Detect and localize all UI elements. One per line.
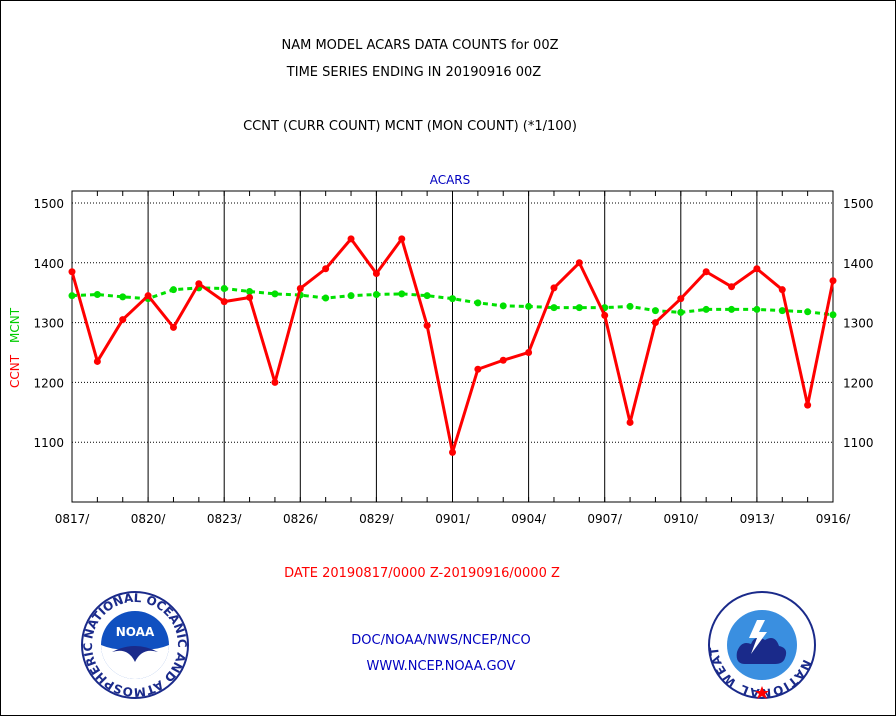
y-tick-label-left: 1200 (33, 376, 64, 390)
point-mcnt (677, 308, 685, 316)
point-mcnt (804, 308, 812, 316)
point-mcnt (626, 302, 634, 310)
point-ccnt (398, 235, 406, 243)
point-mcnt (423, 292, 431, 300)
point-mcnt (119, 293, 127, 301)
date-range: DATE 20190817/0000 Z-20190916/0000 Z (284, 566, 560, 581)
x-tick-label: 0913/ (740, 512, 776, 526)
point-ccnt (575, 259, 583, 267)
point-ccnt (728, 283, 736, 291)
website-link[interactable]: WWW.NCEP.NOAA.GOV (366, 659, 516, 674)
point-ccnt (626, 418, 634, 426)
point-ccnt (778, 286, 786, 294)
point-ccnt (550, 284, 558, 292)
point-ccnt (296, 284, 304, 292)
point-ccnt (271, 378, 279, 386)
point-ccnt (829, 277, 837, 285)
chart-title-line-2: TIME SERIES ENDING IN 20190916 00Z (286, 65, 542, 80)
point-mcnt (449, 295, 456, 303)
point-mcnt (347, 292, 355, 300)
point-ccnt (651, 319, 659, 327)
point-ccnt (322, 265, 330, 273)
point-mcnt (169, 286, 177, 294)
x-tick-label: 0829/ (359, 512, 395, 526)
point-mcnt (474, 299, 482, 307)
point-ccnt (423, 322, 431, 330)
point-mcnt (499, 302, 507, 310)
point-mcnt (68, 292, 76, 300)
chart-subtitle: CCNT (CURR COUNT) MCNT (MON COUNT) (*1/1… (243, 119, 577, 134)
point-mcnt (702, 305, 710, 313)
point-ccnt (753, 265, 761, 273)
x-tick-label: 0916/ (816, 512, 852, 526)
y-label-mcnt: MCNT (8, 307, 22, 343)
point-ccnt (347, 235, 355, 243)
point-ccnt (93, 357, 101, 365)
point-ccnt (804, 401, 812, 409)
y-tick-label-left: 1100 (33, 436, 64, 450)
point-ccnt (702, 268, 710, 276)
nws-logo: NATIONAL WEATHER SERVICE (707, 590, 816, 700)
point-ccnt (601, 311, 609, 319)
point-mcnt (753, 305, 761, 313)
point-ccnt (169, 323, 177, 331)
chart-title-line-1: NAM MODEL ACARS DATA COUNTS for 00Z (281, 38, 559, 53)
point-ccnt (525, 348, 533, 356)
panel-title: ACARS (430, 173, 471, 187)
point-mcnt (220, 284, 228, 292)
point-ccnt (144, 292, 152, 300)
point-ccnt (195, 280, 203, 288)
point-ccnt (677, 295, 685, 303)
x-tick-label: 0817/ (55, 512, 91, 526)
y-tick-label-left: 1400 (33, 257, 64, 271)
y-tick-label-right: 1200 (843, 376, 874, 390)
point-mcnt (398, 290, 406, 298)
y-tick-label-right: 1400 (843, 257, 874, 271)
x-tick-label: 0910/ (664, 512, 700, 526)
y-label-ccnt: CCNT (8, 354, 22, 388)
noaa-logo: NATIONAL OCEANIC AND ATMOSPHERIC ADMINIS… (80, 590, 189, 699)
noaa-logo-text: NOAA (116, 625, 155, 639)
point-mcnt (575, 304, 583, 312)
y-tick-label-right: 1300 (843, 317, 874, 331)
y-tick-label-right: 1100 (843, 436, 874, 450)
x-tick-label: 0904/ (511, 512, 547, 526)
point-mcnt (525, 302, 533, 310)
point-ccnt (449, 448, 456, 456)
point-mcnt (651, 307, 659, 315)
point-mcnt (93, 290, 101, 298)
y-tick-label-left: 1300 (33, 317, 64, 331)
point-ccnt (246, 293, 254, 301)
point-mcnt (550, 304, 558, 312)
x-tick-label: 0820/ (131, 512, 167, 526)
y-tick-label-left: 1500 (33, 197, 64, 211)
point-ccnt (474, 365, 482, 373)
x-tick-label: 0901/ (435, 512, 471, 526)
x-tick-label: 0823/ (207, 512, 243, 526)
point-ccnt (372, 270, 380, 278)
point-mcnt (271, 290, 279, 298)
point-mcnt (322, 294, 330, 302)
point-mcnt (728, 305, 736, 313)
point-ccnt (220, 298, 228, 306)
point-mcnt (246, 287, 254, 295)
point-mcnt (778, 307, 786, 315)
point-mcnt (829, 311, 837, 319)
point-ccnt (119, 316, 127, 324)
point-ccnt (68, 268, 76, 276)
point-ccnt (499, 356, 507, 364)
x-tick-label: 0907/ (587, 512, 623, 526)
x-tick-label: 0826/ (283, 512, 319, 526)
point-mcnt (372, 290, 380, 298)
y-tick-label-right: 1500 (843, 197, 874, 211)
org-path: DOC/NOAA/NWS/NCEP/NCO (351, 633, 531, 648)
